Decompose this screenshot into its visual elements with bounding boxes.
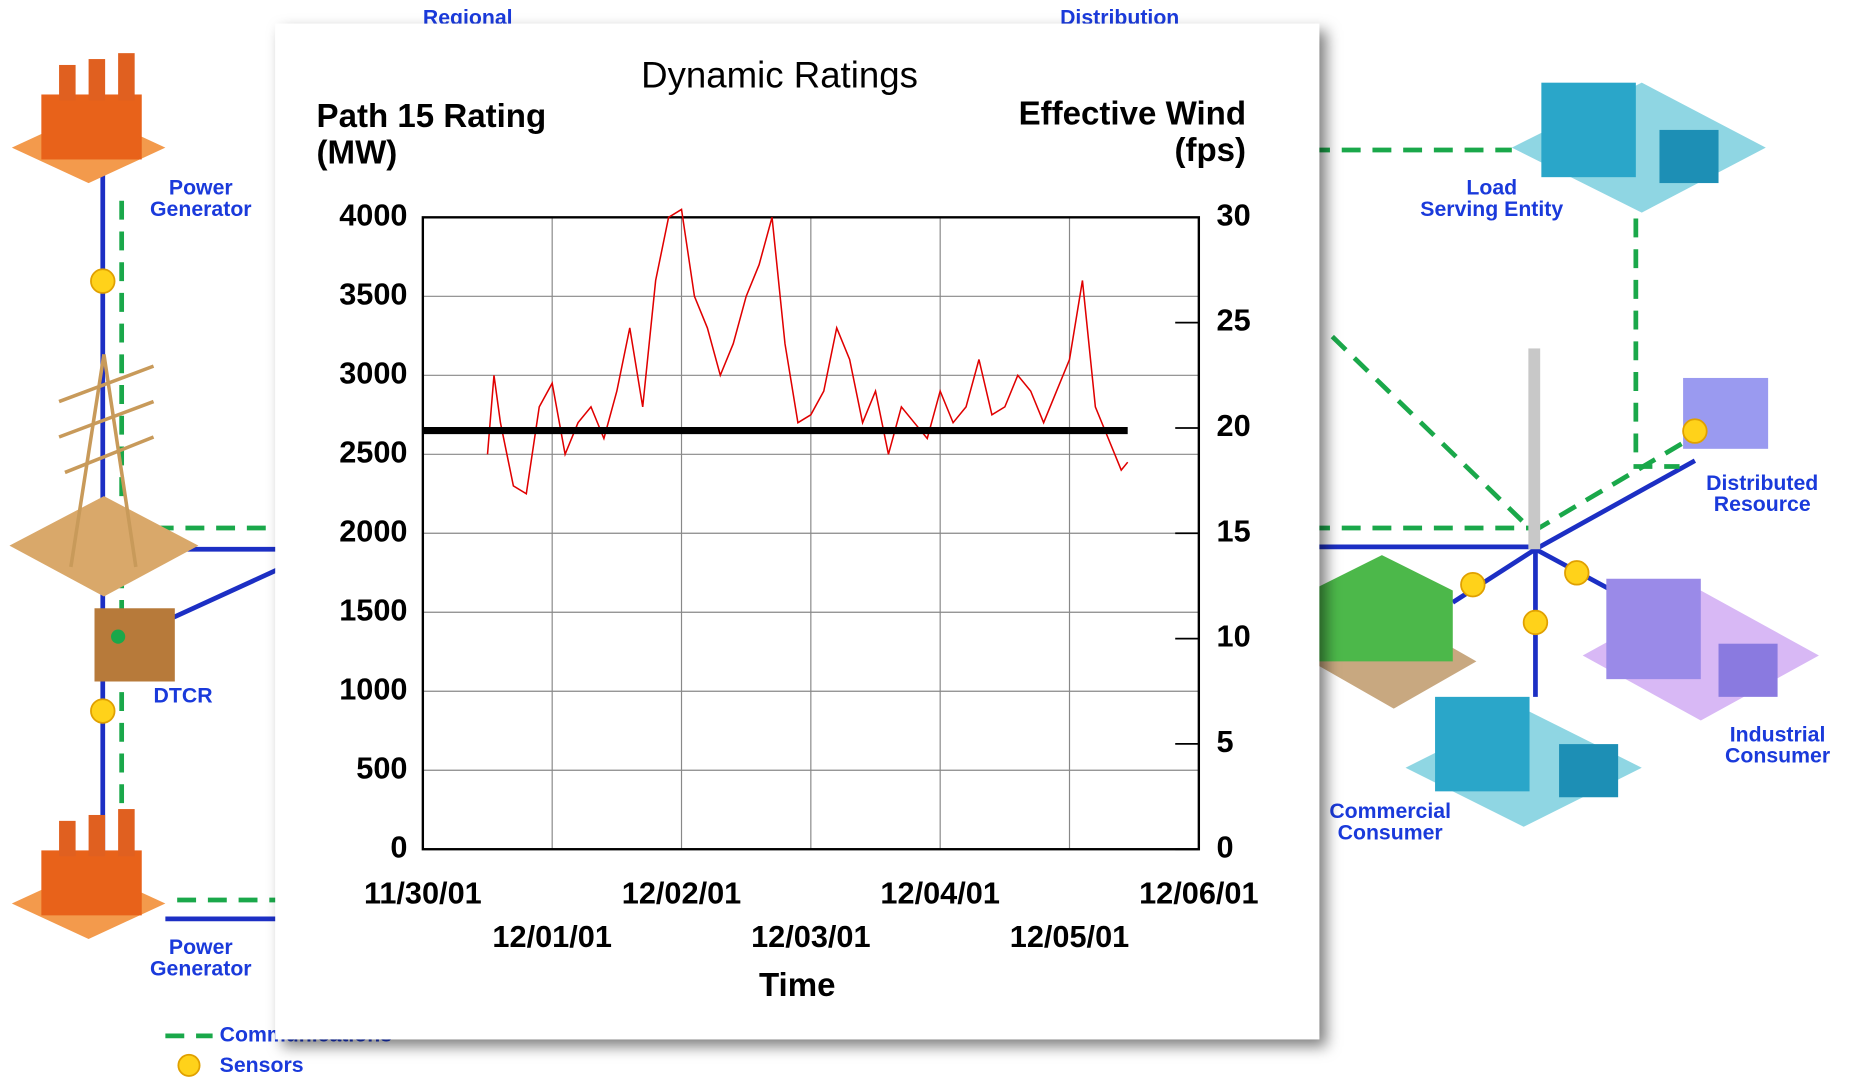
y-tick-label: 1000: [339, 671, 407, 706]
y2-tick-label: 25: [1217, 303, 1251, 338]
y-axis-label: Path 15 Rating: [317, 98, 547, 135]
y2-axis-label: (fps): [1174, 132, 1246, 169]
y-axis-label: (MW): [317, 134, 398, 171]
diagram-label: DTCR: [154, 683, 213, 707]
diagram-label: Serving Entity: [1420, 197, 1563, 221]
x-tick-label: 11/30/01: [364, 875, 482, 910]
y-tick-label: 1500: [339, 592, 407, 627]
y2-tick-label: 15: [1217, 513, 1251, 548]
y-tick-label: 3500: [339, 276, 407, 311]
x-tick-label: 12/03/01: [751, 919, 870, 954]
y-tick-label: 4000: [339, 197, 407, 232]
y2-tick-label: 30: [1217, 197, 1251, 232]
x-tick-label: 12/02/01: [622, 875, 741, 910]
x-tick-label: 12/05/01: [1010, 919, 1129, 954]
y2-axis-label: Effective Wind: [1019, 95, 1247, 132]
diagram-label: Sensors: [220, 1053, 304, 1077]
y-tick-label: 2500: [339, 434, 407, 469]
x-tick-label: 12/01/01: [492, 919, 611, 954]
y2-tick-label: 0: [1217, 829, 1234, 864]
y-tick-label: 2000: [339, 513, 407, 548]
page: RegionalDistributionPowerGeneratorDTCRPo…: [0, 0, 1852, 1078]
x-tick-label: 12/04/01: [880, 875, 999, 910]
x-tick-label: 12/06/01: [1139, 875, 1258, 910]
y2-tick-label: 5: [1217, 724, 1234, 759]
diagram-label: Resource: [1714, 492, 1811, 516]
diagram-label: Generator: [150, 197, 252, 221]
y-tick-label: 0: [390, 829, 407, 864]
y2-tick-label: 10: [1217, 619, 1251, 654]
x-axis-label: Time: [759, 967, 836, 1004]
chart-title: Dynamic Ratings: [641, 55, 918, 96]
y-tick-label: 500: [356, 750, 407, 785]
y-tick-label: 3000: [339, 355, 407, 390]
diagram-label: Consumer: [1725, 744, 1830, 768]
diagram-label: Consumer: [1338, 820, 1443, 844]
diagram-label: Generator: [150, 956, 252, 980]
y2-tick-label: 20: [1217, 408, 1251, 443]
